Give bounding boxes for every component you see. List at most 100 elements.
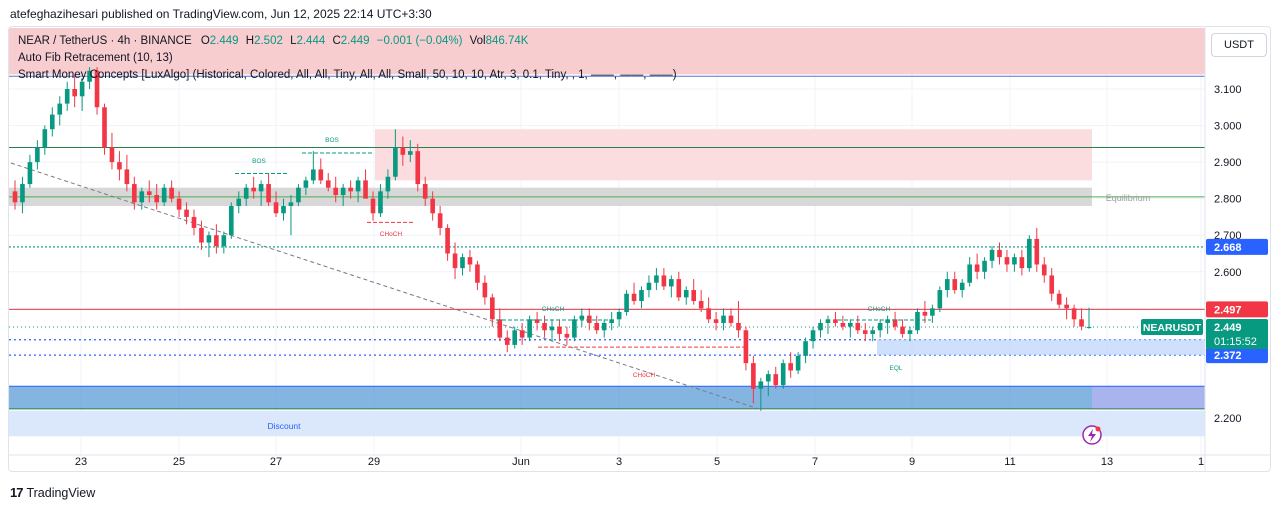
candle-body[interactable]: [527, 319, 532, 338]
candle-body[interactable]: [482, 282, 488, 298]
candle-body[interactable]: [117, 162, 122, 170]
candle-body[interactable]: [989, 249, 995, 261]
candle-body[interactable]: [676, 279, 682, 298]
candle-body[interactable]: [475, 264, 480, 283]
candle-body[interactable]: [1049, 275, 1055, 294]
candle-body[interactable]: [997, 249, 1002, 258]
candle-body[interactable]: [109, 147, 115, 163]
candle-body[interactable]: [885, 319, 890, 323]
candle-body[interactable]: [907, 330, 913, 334]
candle-body[interactable]: [437, 213, 443, 228]
candle-body[interactable]: [713, 319, 719, 323]
candle-body[interactable]: [87, 70, 92, 82]
candle-body[interactable]: [601, 322, 607, 331]
candle-body[interactable]: [810, 330, 816, 342]
candle-body[interactable]: [534, 319, 540, 323]
candle-body[interactable]: [228, 205, 234, 236]
candle-body[interactable]: [639, 290, 644, 302]
candle-body[interactable]: [661, 275, 667, 287]
candle-body[interactable]: [609, 319, 614, 323]
candle-body[interactable]: [1034, 238, 1040, 265]
candle-body[interactable]: [1041, 264, 1047, 276]
candle-body[interactable]: [780, 363, 786, 386]
candle-body[interactable]: [1027, 238, 1032, 269]
candle-body[interactable]: [460, 257, 465, 269]
candle-body[interactable]: [982, 260, 987, 272]
candle-body[interactable]: [1071, 308, 1077, 320]
candle-body[interactable]: [915, 311, 920, 331]
candle-body[interactable]: [631, 293, 637, 302]
indicator-smc[interactable]: Smart Money Concepts [LuxAlgo] (Historic…: [18, 69, 677, 81]
candle-body[interactable]: [370, 198, 376, 214]
candle-body[interactable]: [504, 337, 510, 345]
candle-body[interactable]: [512, 330, 518, 345]
candle-body[interactable]: [900, 326, 905, 334]
candle-body[interactable]: [251, 187, 256, 192]
candle-body[interactable]: [79, 81, 85, 97]
candle-body[interactable]: [102, 107, 107, 148]
candle-body[interactable]: [355, 180, 361, 192]
candle-body[interactable]: [736, 322, 741, 331]
candle-body[interactable]: [944, 279, 950, 291]
candle-body[interactable]: [572, 319, 577, 338]
candle-body[interactable]: [72, 89, 77, 97]
candle-body[interactable]: [1019, 257, 1025, 269]
candle-body[interactable]: [654, 275, 659, 283]
candle-body[interactable]: [281, 205, 286, 214]
tradingview-footer[interactable]: 17 TradingView: [10, 485, 95, 500]
candle-body[interactable]: [64, 89, 70, 104]
candle-body[interactable]: [930, 308, 935, 316]
price-chart[interactable]: BOS BOS CHoCH CHoCH CHoCH CHoCH EQL Equilibrium…: [9, 27, 1271, 472]
candle-body[interactable]: [422, 184, 428, 199]
candle-body[interactable]: [870, 330, 876, 334]
candle-body[interactable]: [35, 147, 40, 163]
candle-body[interactable]: [967, 264, 972, 283]
candle-body[interactable]: [549, 326, 555, 331]
candle-body[interactable]: [825, 319, 831, 323]
candle-body[interactable]: [758, 381, 764, 389]
candle-body[interactable]: [765, 374, 771, 382]
candle-body[interactable]: [1056, 293, 1062, 305]
candle-body[interactable]: [467, 257, 473, 265]
chart-frame[interactable]: BOS BOS CHoCH CHoCH CHoCH CHoCH EQL Equilibrium…: [8, 26, 1271, 472]
candle-body[interactable]: [49, 114, 55, 130]
candle-body[interactable]: [199, 227, 204, 243]
candle-body[interactable]: [683, 290, 689, 298]
candle-body[interactable]: [706, 308, 711, 320]
currency-button[interactable]: USDT: [1211, 33, 1267, 57]
candle-body[interactable]: [490, 297, 495, 320]
candle-body[interactable]: [266, 184, 271, 203]
candle-body[interactable]: [795, 355, 801, 371]
candle-body[interactable]: [586, 315, 592, 323]
candle-body[interactable]: [20, 184, 25, 203]
candle-body[interactable]: [594, 322, 600, 331]
candle-body[interactable]: [497, 319, 503, 338]
candle-body[interactable]: [728, 315, 734, 323]
candle-body[interactable]: [139, 191, 145, 203]
candle-body[interactable]: [616, 311, 622, 320]
candle-body[interactable]: [788, 363, 793, 371]
candle-body[interactable]: [288, 202, 294, 206]
candle-body[interactable]: [698, 301, 704, 309]
candle-body[interactable]: [154, 195, 160, 203]
candle-body[interactable]: [340, 187, 346, 196]
candle-body[interactable]: [579, 315, 585, 320]
candle-body[interactable]: [161, 187, 167, 203]
candle-body[interactable]: [42, 129, 48, 148]
candle-body[interactable]: [415, 151, 421, 185]
candle-body[interactable]: [803, 341, 808, 356]
candle-body[interactable]: [221, 235, 227, 247]
candle-body[interactable]: [273, 202, 279, 214]
candle-body[interactable]: [430, 198, 435, 214]
candle-body[interactable]: [348, 187, 353, 192]
symbol-title[interactable]: NEAR / TetherUS · 4h · BINANCE: [18, 35, 192, 47]
candle-body[interactable]: [751, 363, 756, 389]
candle-body[interactable]: [94, 70, 100, 108]
candle-body[interactable]: [363, 180, 368, 199]
symbol-legend[interactable]: NEAR / TetherUS · 4h · BINANCE O2.449 H2…: [18, 35, 528, 47]
candle-body[interactable]: [311, 169, 316, 181]
candle-body[interactable]: [1004, 257, 1010, 265]
indicator-fib[interactable]: Auto Fib Retracement (10, 13): [18, 52, 173, 64]
candle-body[interactable]: [833, 319, 838, 323]
candle-body[interactable]: [1086, 326, 1092, 328]
